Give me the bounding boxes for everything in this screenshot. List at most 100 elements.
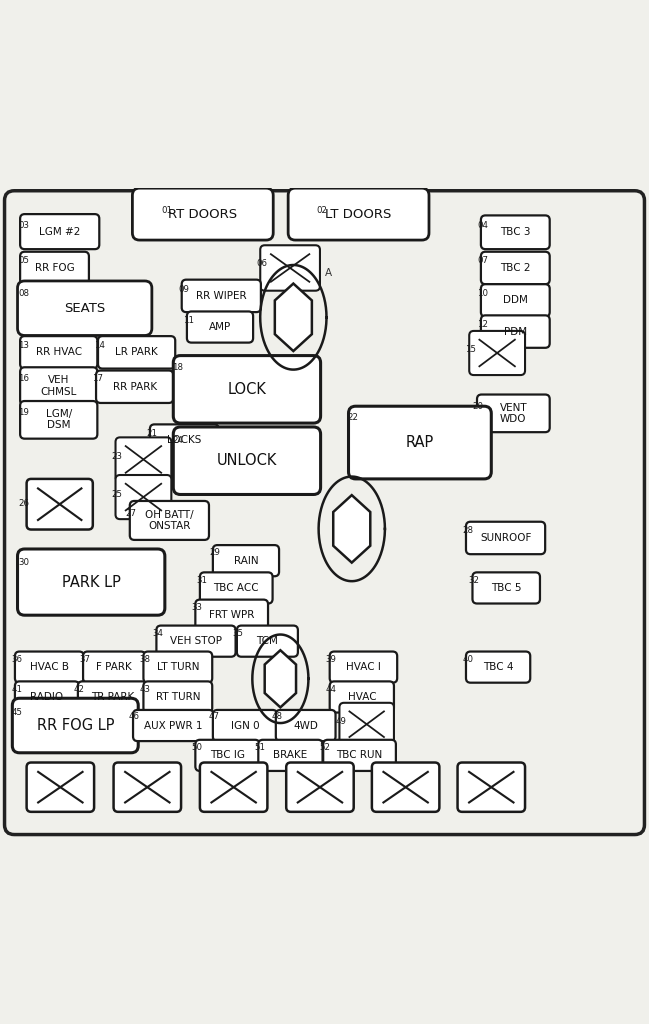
Text: 20: 20 [472,401,484,411]
Text: RR WIPER: RR WIPER [196,291,247,301]
FancyBboxPatch shape [200,572,273,603]
FancyBboxPatch shape [466,522,545,554]
Text: 02: 02 [317,207,328,215]
FancyBboxPatch shape [323,739,396,771]
Text: LT TURN: LT TURN [156,663,199,672]
Text: 48: 48 [272,712,283,721]
Text: 12: 12 [477,319,488,329]
Text: 37: 37 [79,655,90,664]
Text: TBC ACC: TBC ACC [214,583,259,593]
Text: RR FOG: RR FOG [34,263,75,273]
FancyBboxPatch shape [288,188,429,240]
Text: 46: 46 [129,712,140,721]
FancyBboxPatch shape [286,763,354,812]
FancyBboxPatch shape [20,401,97,438]
FancyBboxPatch shape [15,681,79,713]
FancyBboxPatch shape [213,710,277,741]
Text: TBC RUN: TBC RUN [336,751,383,761]
Text: BRAKE: BRAKE [273,751,308,761]
Text: 09: 09 [178,285,190,294]
Text: 22: 22 [347,414,358,423]
Text: 47: 47 [209,712,220,721]
Text: RADIO: RADIO [31,692,64,702]
Text: 41: 41 [12,685,23,693]
Polygon shape [333,496,371,562]
Text: 39: 39 [326,655,337,664]
Text: 35: 35 [232,629,243,638]
Text: 06: 06 [256,259,267,268]
FancyBboxPatch shape [20,368,97,404]
FancyBboxPatch shape [116,475,171,519]
Text: RR PARK: RR PARK [113,382,156,392]
Text: 29: 29 [209,549,220,557]
FancyBboxPatch shape [27,479,93,529]
Text: A: A [324,268,332,279]
FancyBboxPatch shape [481,285,550,316]
FancyBboxPatch shape [130,501,209,540]
FancyBboxPatch shape [114,763,181,812]
FancyBboxPatch shape [472,572,540,603]
FancyBboxPatch shape [83,651,145,683]
FancyBboxPatch shape [477,394,550,432]
FancyBboxPatch shape [15,651,84,683]
FancyBboxPatch shape [260,246,320,291]
Text: 40: 40 [462,655,473,664]
FancyBboxPatch shape [349,407,491,479]
Text: PARK LP: PARK LP [62,574,121,590]
FancyBboxPatch shape [372,763,439,812]
FancyBboxPatch shape [330,681,394,713]
FancyBboxPatch shape [27,763,94,812]
FancyBboxPatch shape [98,336,175,369]
Text: RT DOORS: RT DOORS [168,208,238,220]
Text: 16: 16 [18,375,29,384]
FancyBboxPatch shape [133,710,214,741]
Text: 28: 28 [462,526,473,536]
Text: 17: 17 [92,375,103,384]
FancyBboxPatch shape [156,626,236,656]
Text: 31: 31 [196,575,207,585]
Text: TCM: TCM [256,636,278,646]
FancyBboxPatch shape [116,437,171,481]
Text: LT DOORS: LT DOORS [325,208,392,220]
Text: 50: 50 [191,743,202,753]
Text: RAP: RAP [406,435,434,451]
Text: 23: 23 [112,453,123,462]
FancyBboxPatch shape [481,315,550,348]
Text: TBC IG: TBC IG [210,751,245,761]
Text: TBC 2: TBC 2 [500,263,530,273]
Text: SUNROOF: SUNROOF [480,532,532,543]
FancyBboxPatch shape [18,549,165,615]
FancyBboxPatch shape [258,739,323,771]
FancyBboxPatch shape [96,371,173,403]
Text: VEH
CHMSL: VEH CHMSL [40,376,77,396]
Text: 04: 04 [477,221,488,229]
Text: 36: 36 [12,655,23,664]
Text: HVAC: HVAC [347,692,376,702]
Text: 32: 32 [469,575,480,585]
Text: 45: 45 [12,708,23,717]
Text: RR FOG LP: RR FOG LP [36,718,114,733]
FancyBboxPatch shape [481,215,550,249]
FancyBboxPatch shape [195,600,268,631]
Text: TR PARK: TR PARK [91,692,134,702]
FancyBboxPatch shape [78,681,147,713]
Text: 10: 10 [477,289,488,298]
Text: UNLOCK: UNLOCK [217,454,277,468]
Text: 38: 38 [140,655,151,664]
Text: 01: 01 [161,207,172,215]
Text: 18: 18 [172,362,183,372]
Text: PDM: PDM [504,327,527,337]
Text: 19: 19 [18,409,29,417]
Text: 52: 52 [319,743,330,753]
FancyBboxPatch shape [20,336,97,369]
Text: LOCKS: LOCKS [167,435,201,445]
Text: HVAC I: HVAC I [346,663,381,672]
Text: 33: 33 [191,603,202,612]
FancyBboxPatch shape [237,626,298,656]
Text: 14: 14 [94,341,105,350]
Text: DDM: DDM [503,296,528,305]
FancyBboxPatch shape [20,252,89,285]
Text: LGM #2: LGM #2 [39,226,80,237]
Text: FRT WPR: FRT WPR [209,610,254,621]
Text: 24: 24 [172,435,183,444]
